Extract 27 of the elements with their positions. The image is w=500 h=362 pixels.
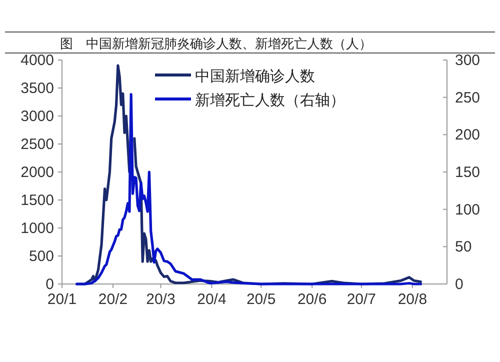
- y2-tick-label: 50: [455, 238, 472, 256]
- x-tick-label: 20/2: [98, 291, 128, 308]
- x-tick-label: 20/8: [398, 291, 428, 308]
- y2-tick-label: 150: [455, 164, 480, 181]
- x-tick-label: 20/7: [346, 291, 376, 308]
- x-tick-label: 20/3: [146, 291, 176, 308]
- y-tick-label: 2500: [20, 136, 54, 153]
- y-tick-label: 3000: [20, 108, 54, 125]
- x-tick-label: 20/5: [246, 291, 276, 308]
- y-tick-label: 0: [46, 276, 54, 293]
- y2-tick-label: 100: [455, 201, 480, 218]
- y-tick-label: 4000: [20, 52, 54, 69]
- y2-tick-label: 300: [455, 52, 480, 69]
- y-tick-label: 1000: [20, 220, 54, 237]
- x-tick-label: 20/6: [297, 291, 327, 308]
- x-tick-label: 20/1: [47, 291, 77, 308]
- x-tick-label: 20/4: [197, 291, 226, 308]
- y-tick-label: 500: [28, 248, 54, 265]
- y-tick-label: 3500: [20, 80, 54, 97]
- y2-tick-label: 200: [455, 126, 480, 144]
- y2-tick-label: 0: [455, 276, 464, 293]
- legend-label: 中国新增确诊人数: [195, 67, 315, 85]
- y-tick-label: 2000: [20, 164, 54, 181]
- legend-label: 新增死亡人数（右轴）: [195, 91, 345, 109]
- chart-title: 图 中国新增新冠肺炎确诊人数、新增死亡人数（人）: [60, 36, 372, 52]
- y-tick-label: 1500: [20, 192, 54, 209]
- y2-tick-label: 250: [455, 89, 480, 106]
